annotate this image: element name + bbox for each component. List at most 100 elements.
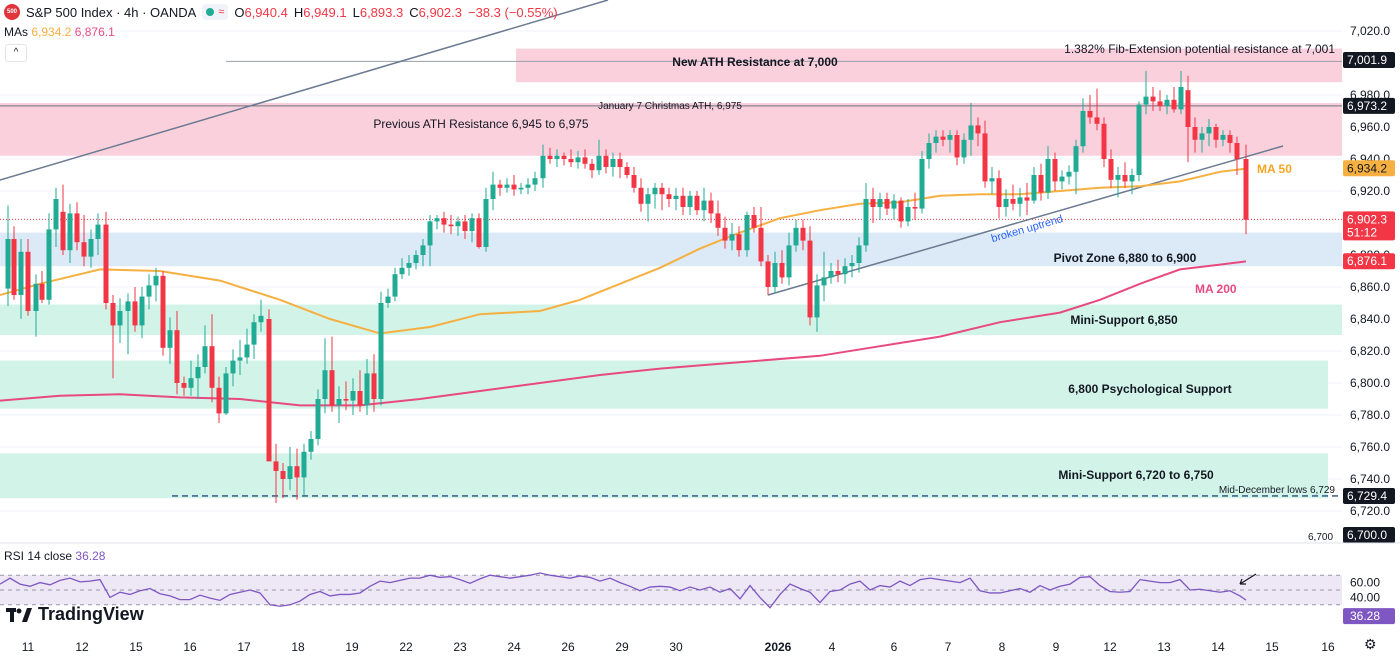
time-tick-label: 29 <box>615 640 629 654</box>
time-tick-label: 30 <box>669 640 683 654</box>
candle <box>701 187 707 222</box>
tradingview-logo: TradingView <box>6 604 144 625</box>
collapse-legend-button[interactable]: ^ <box>5 44 27 62</box>
candle-body <box>1164 99 1170 107</box>
symbol-title[interactable]: S&P 500 Index · 4h · OANDA <box>26 4 197 20</box>
candle-body <box>786 245 792 278</box>
candle <box>371 354 377 412</box>
candle-body <box>223 373 229 414</box>
candle <box>315 389 321 446</box>
candle <box>736 226 742 257</box>
zone-pivot <box>0 232 1342 267</box>
candle-body <box>821 277 827 286</box>
time-tick-label: 14 <box>1211 640 1225 654</box>
candle <box>525 178 531 195</box>
candle-body <box>975 125 981 134</box>
zones-layer <box>0 30 1342 512</box>
price-label-text: 6,700.0 <box>1347 528 1387 542</box>
price-label-text: 6,729.4 <box>1347 489 1387 503</box>
candle <box>744 211 750 257</box>
candle <box>251 314 257 359</box>
candle <box>237 339 243 375</box>
candle-body <box>617 159 623 167</box>
tradingview-mark-icon <box>6 607 32 622</box>
candle <box>1136 101 1142 182</box>
price-label-box: 7,001.9 <box>1343 51 1395 68</box>
candle-body <box>575 157 581 163</box>
candle-body <box>146 285 152 297</box>
zone-label: Mini-Support 6,850 <box>1070 313 1178 327</box>
candle <box>786 232 792 286</box>
candle <box>912 192 918 220</box>
candle <box>322 338 328 414</box>
candle <box>1031 167 1037 204</box>
candle-body <box>736 234 742 251</box>
candle-body <box>103 224 109 303</box>
candle <box>631 167 637 193</box>
candle-body <box>926 143 932 159</box>
candle <box>814 274 820 332</box>
candle-body <box>645 194 651 204</box>
candle <box>406 255 412 276</box>
candle <box>673 187 679 211</box>
candle-body <box>399 267 405 275</box>
candle-body <box>1059 176 1065 182</box>
candle-body <box>216 387 222 414</box>
candle-body <box>74 213 80 243</box>
zone-label: 6,800 Psychological Support <box>1068 382 1231 396</box>
candle-body <box>11 239 17 295</box>
candle <box>244 328 250 364</box>
candle <box>469 213 475 243</box>
candle-body <box>244 344 250 358</box>
price-change: −38.3 (−0.55%) <box>467 4 558 20</box>
price-label-bg <box>1343 527 1395 543</box>
candle <box>547 147 553 164</box>
candle <box>1003 189 1009 217</box>
candle <box>195 354 201 399</box>
candle <box>638 178 644 212</box>
brand-name: TradingView <box>38 604 144 624</box>
candle <box>33 274 39 337</box>
time-tick-label: 24 <box>507 640 521 654</box>
candle <box>95 213 101 255</box>
candle-body <box>1122 175 1128 182</box>
candle <box>504 178 510 193</box>
candle-body <box>511 184 517 190</box>
candle-body <box>1045 159 1051 193</box>
price-axis[interactable]: 7,020.06,980.06,960.06,940.06,920.06,880… <box>1308 24 1395 543</box>
candle-body <box>1227 135 1233 143</box>
candle-body <box>715 213 721 228</box>
candle-body <box>1192 127 1198 140</box>
price-tick-label: 6,860.0 <box>1350 280 1390 294</box>
price-label-box: 6,729.4 <box>1343 487 1395 504</box>
candle <box>188 360 194 396</box>
candle <box>5 205 11 307</box>
candle <box>308 431 314 460</box>
candle-body <box>659 187 665 195</box>
price-label-box: 6,934.2 <box>1343 160 1395 177</box>
candle <box>174 311 180 395</box>
candle <box>103 211 109 310</box>
candle <box>800 219 806 251</box>
candle-body <box>1003 199 1009 207</box>
market-status-pill[interactable]: ≈ <box>202 4 229 20</box>
ma-legend-label: MAs <box>4 25 28 39</box>
candle-body <box>1157 101 1163 107</box>
candle-body <box>53 199 59 230</box>
candle-body <box>469 218 475 231</box>
time-tick-label: 16 <box>1321 640 1335 654</box>
candle-body <box>1234 143 1240 159</box>
rsi-legend[interactable]: RSI 14 close 36.28 <box>4 549 105 563</box>
candle-body <box>1220 135 1226 140</box>
christmas-ath-label: January 7 Christmas ATH, 6,975 <box>598 101 742 112</box>
ma-legend[interactable]: MAs 6,934.2 6,876.1 <box>4 25 115 39</box>
zone-resistance <box>516 48 1342 83</box>
candle <box>1206 119 1212 147</box>
zone-label: Previous ATH Resistance 6,945 to 6,975 <box>373 117 589 131</box>
time-axis[interactable]: 11 12 15 16 17 18 19 22 23 24 26 29 30 2026 4 6 7 8 9 12 13 1… <box>22 640 1335 654</box>
candle <box>1101 117 1107 167</box>
settings-gear-icon[interactable]: ⚙ <box>1364 636 1377 652</box>
candle-body <box>652 187 658 195</box>
candle-body <box>1213 127 1219 140</box>
